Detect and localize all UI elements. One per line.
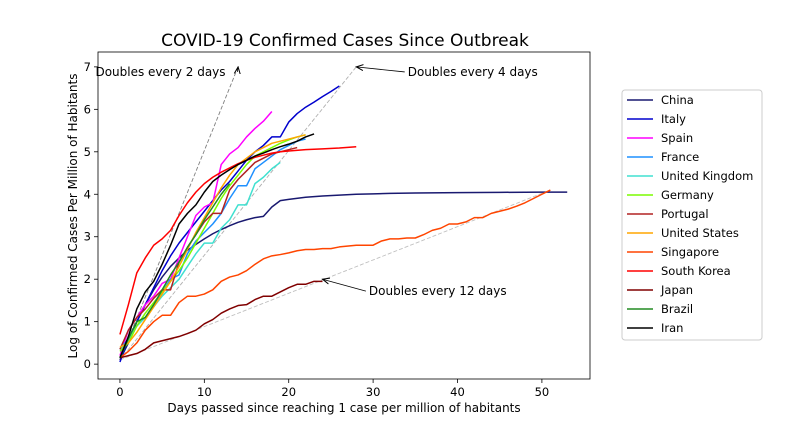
- series-line-united-states: [119, 134, 306, 348]
- legend-label-spain: Spain: [661, 131, 693, 145]
- series-line-iran: [119, 133, 315, 359]
- axis-ticks: 0 10 20 30 40 50 0 1 2 3 4 5 6 7: [84, 60, 550, 399]
- y-tick-label: 2: [84, 272, 91, 286]
- y-tick-label: 4: [84, 187, 91, 201]
- x-tick-label: 0: [116, 385, 123, 399]
- annotation-arrow-2: [356, 67, 405, 73]
- annotation-text-1: Doubles every 2 days: [95, 65, 225, 79]
- x-tick-label: 10: [197, 385, 212, 399]
- x-axis-label: Days passed since reaching 1 case per mi…: [167, 401, 520, 415]
- legend-label-iran: Iran: [661, 321, 683, 335]
- legend: China Italy Spain France United Kingdom Germa…: [621, 89, 763, 341]
- annotation-arrow-1: [237, 67, 238, 72]
- y-axis-label: Log of Confirmed Cases Per Million of Ha…: [66, 74, 80, 359]
- legend-label-brazil: Brazil: [661, 302, 693, 316]
- annotation-text-3: Doubles every 12 days: [369, 284, 507, 298]
- series-line-spain: [119, 110, 273, 356]
- plot-area: [119, 66, 568, 363]
- y-tick-label: 6: [84, 102, 91, 116]
- y-tick-label: 0: [84, 357, 91, 371]
- x-tick-label: 30: [366, 385, 381, 399]
- legend-label-portugal: Portugal: [661, 207, 709, 221]
- series-line-japan: [119, 280, 323, 359]
- legend-label-france: France: [661, 150, 699, 164]
- series-line-singapore: [119, 189, 551, 359]
- legend-label-germany: Germany: [661, 188, 714, 202]
- reference-line-2: [119, 66, 357, 361]
- legend-label-japan: Japan: [660, 283, 693, 297]
- y-tick-label: 5: [84, 145, 91, 159]
- series-line-brazil: [119, 183, 231, 359]
- annotation-arrow-3: [322, 279, 367, 292]
- annotations: Doubles every 2 days Doubles every 4 days…: [95, 65, 538, 298]
- chart-title: COVID-19 Confirmed Cases Since Outbreak: [161, 31, 529, 51]
- legend-label-south-korea: South Korea: [661, 264, 731, 278]
- series-line-china: [119, 191, 568, 361]
- series-line-italy: [119, 85, 340, 363]
- x-tick-label: 50: [535, 385, 550, 399]
- y-tick-label: 3: [84, 230, 91, 244]
- series-line-portugal: [119, 146, 298, 350]
- legend-box: [621, 89, 763, 341]
- legend-label-italy: Italy: [661, 112, 686, 126]
- series-line-france: [119, 138, 306, 350]
- annotation-text-2: Doubles every 4 days: [408, 65, 538, 79]
- plot-frame: [97, 51, 591, 380]
- legend-label-china: China: [661, 93, 694, 107]
- reference-line-1: [119, 66, 239, 361]
- legend-label-singapore: Singapore: [661, 245, 719, 259]
- y-tick-label: 1: [84, 315, 91, 329]
- legend-label-united-states: United States: [661, 226, 739, 240]
- x-tick-label: 40: [450, 385, 465, 399]
- x-tick-label: 20: [281, 385, 296, 399]
- legend-label-united-kingdom: United Kingdom: [661, 169, 753, 183]
- series-line-south-korea: [119, 145, 357, 335]
- y-tick-label: 7: [84, 60, 91, 74]
